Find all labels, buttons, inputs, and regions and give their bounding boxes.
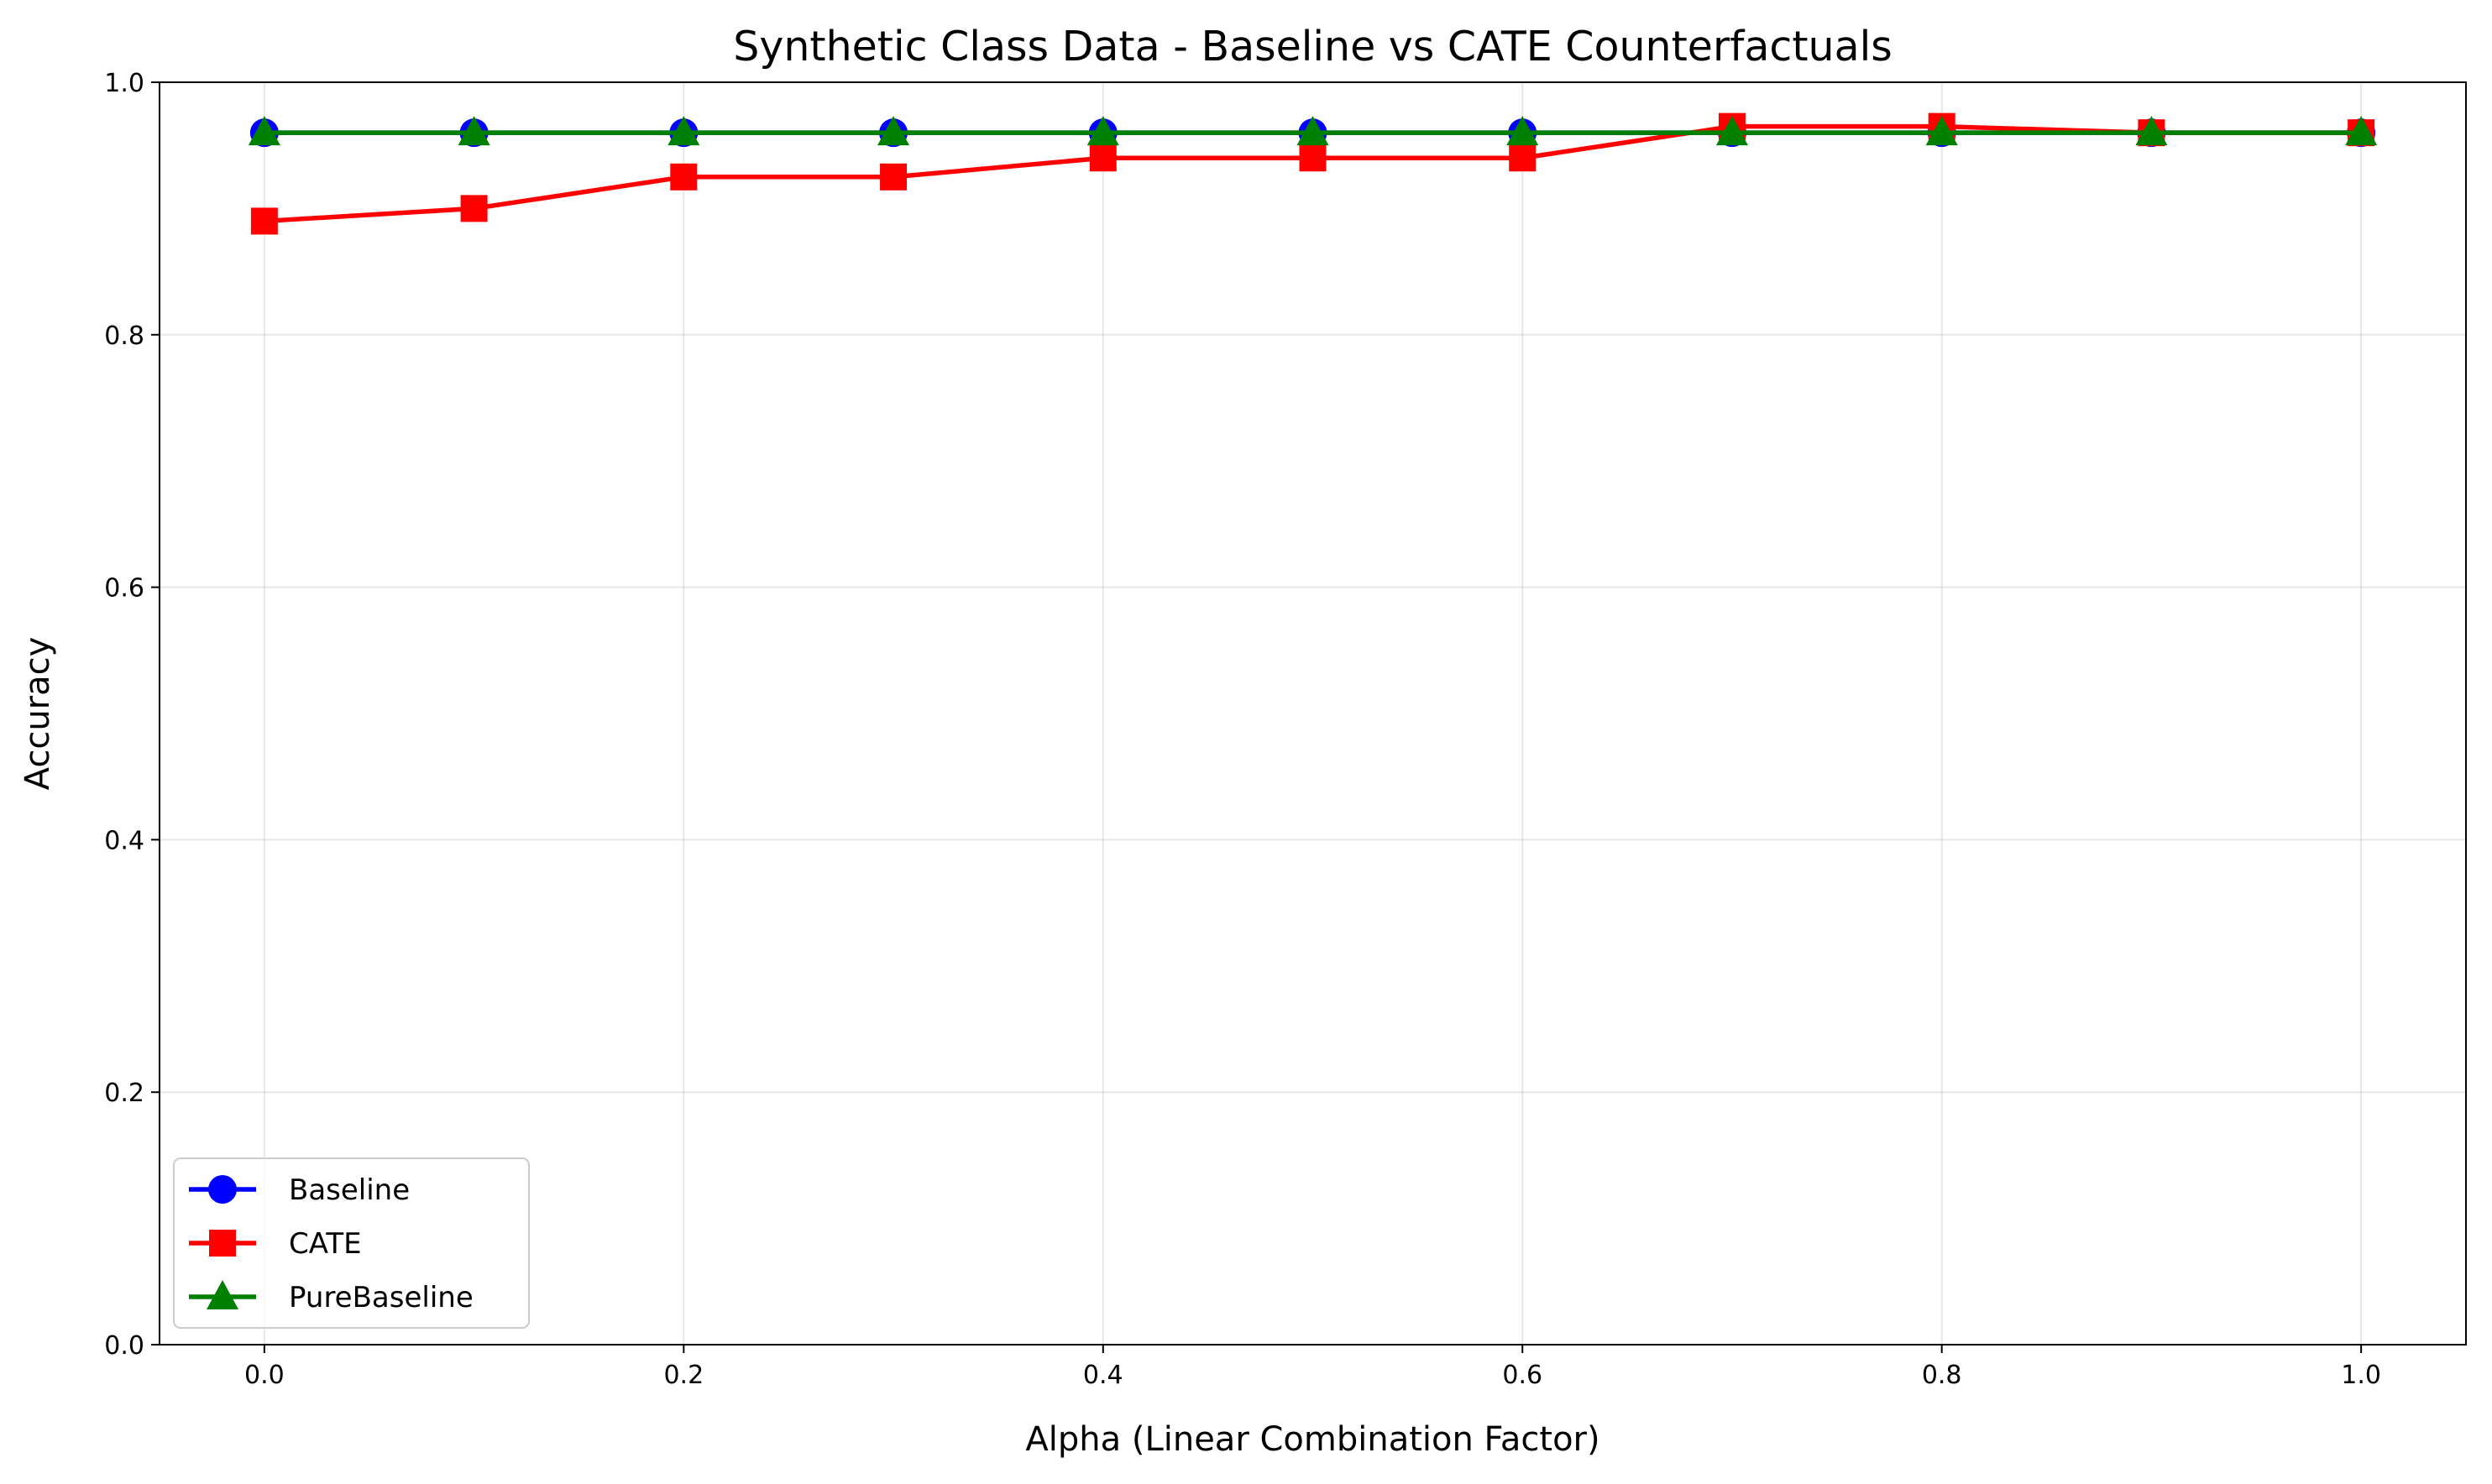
legend-item-cate: CATE [189, 1227, 362, 1261]
series-layer [248, 112, 2378, 235]
data-point-purebaseline [458, 116, 490, 146]
y-axis-label: Accuracy [18, 637, 57, 791]
y-tick-label: 0.4 [104, 826, 144, 855]
x-axis-label: Alpha (Linear Combination Factor) [1025, 1420, 1599, 1459]
y-tick-label: 0.0 [104, 1331, 144, 1361]
axis-ticks: 0.0 0.2 0.4 0.6 0.8 1.0 0.0 0.2 0.4 0.6 0.8 1.0 [104, 69, 2381, 1390]
y-tick-label: 0.2 [104, 1079, 144, 1108]
plot-frame [159, 81, 2467, 1346]
y-tick-label: 1.0 [104, 69, 144, 98]
x-tick-label: 0.2 [663, 1361, 704, 1390]
legend-box [173, 1157, 530, 1329]
y-tick-label: 0.6 [104, 574, 144, 604]
data-point-cate [670, 163, 698, 191]
data-point-cate [1509, 144, 1537, 172]
data-point-purebaseline [1506, 116, 1539, 146]
legend-item-purebaseline: PureBaseline [189, 1280, 474, 1314]
data-point-purebaseline [1296, 116, 1329, 146]
data-point-cate [250, 207, 278, 235]
data-point-cate [880, 163, 908, 191]
legend-item-baseline: Baseline [189, 1173, 410, 1207]
legend-label-cate: CATE [289, 1227, 362, 1261]
legend-marker-cate [209, 1230, 236, 1257]
legend-marker-purebaseline [207, 1280, 238, 1309]
x-tick-label: 0.6 [1502, 1361, 1542, 1390]
x-tick-label: 0.4 [1083, 1361, 1123, 1390]
chart-title: Synthetic Class Data - Baseline vs CATE … [733, 23, 1893, 71]
data-point-purebaseline [877, 116, 910, 146]
data-point-purebaseline [2135, 116, 2168, 146]
data-point-purebaseline [2345, 116, 2378, 146]
data-point-purebaseline [668, 116, 700, 146]
data-point-purebaseline [1925, 116, 1958, 146]
series-purebaseline [248, 116, 2378, 146]
legend-marker-baseline [208, 1175, 237, 1204]
data-point-purebaseline [248, 116, 280, 146]
legend-label-purebaseline: PureBaseline [289, 1281, 474, 1314]
y-tick-label: 0.8 [104, 321, 144, 351]
x-tick-label: 0.0 [244, 1361, 285, 1390]
data-point-purebaseline [1715, 116, 1748, 146]
x-tick-label: 0.8 [1922, 1361, 1962, 1390]
data-point-cate [1089, 144, 1117, 172]
data-point-cate [460, 195, 488, 222]
legend-label-baseline: Baseline [289, 1173, 410, 1207]
data-point-cate [1299, 144, 1327, 172]
data-point-purebaseline [1086, 116, 1119, 146]
x-tick-label: 1.0 [2341, 1361, 2381, 1390]
legend: Baseline CATE PureBaseline [173, 1157, 530, 1329]
